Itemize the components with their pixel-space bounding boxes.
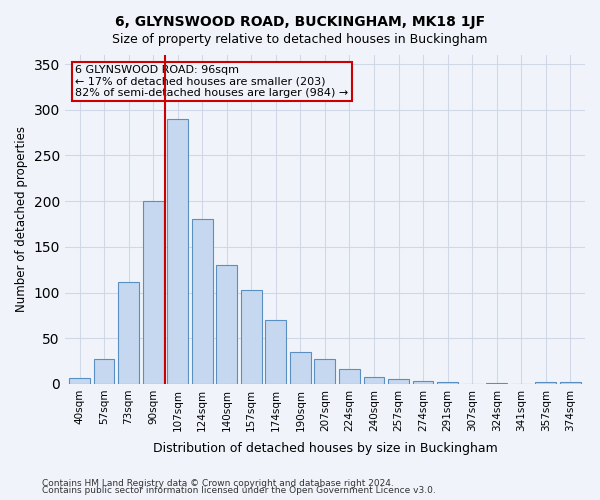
Text: Size of property relative to detached houses in Buckingham: Size of property relative to detached ho… — [112, 32, 488, 46]
Text: 6, GLYNSWOOD ROAD, BUCKINGHAM, MK18 1JF: 6, GLYNSWOOD ROAD, BUCKINGHAM, MK18 1JF — [115, 15, 485, 29]
Bar — [388, 380, 409, 384]
Bar — [265, 320, 286, 384]
Bar — [167, 119, 188, 384]
Bar — [94, 359, 115, 384]
Bar — [314, 359, 335, 384]
X-axis label: Distribution of detached houses by size in Buckingham: Distribution of detached houses by size … — [152, 442, 497, 455]
Bar — [69, 378, 90, 384]
Bar — [290, 352, 311, 384]
Bar — [437, 382, 458, 384]
Text: 6 GLYNSWOOD ROAD: 96sqm
← 17% of detached houses are smaller (203)
82% of semi-d: 6 GLYNSWOOD ROAD: 96sqm ← 17% of detache… — [75, 65, 349, 98]
Text: Contains HM Land Registry data © Crown copyright and database right 2024.: Contains HM Land Registry data © Crown c… — [42, 478, 394, 488]
Text: Contains public sector information licensed under the Open Government Licence v3: Contains public sector information licen… — [42, 486, 436, 495]
Bar — [118, 282, 139, 384]
Bar — [535, 382, 556, 384]
Bar — [560, 382, 581, 384]
Bar — [486, 383, 507, 384]
Bar — [339, 370, 360, 384]
Bar — [192, 220, 212, 384]
Bar — [364, 376, 385, 384]
Bar — [241, 290, 262, 384]
Bar — [413, 381, 433, 384]
Bar — [217, 265, 237, 384]
Y-axis label: Number of detached properties: Number of detached properties — [15, 126, 28, 312]
Bar — [143, 201, 164, 384]
